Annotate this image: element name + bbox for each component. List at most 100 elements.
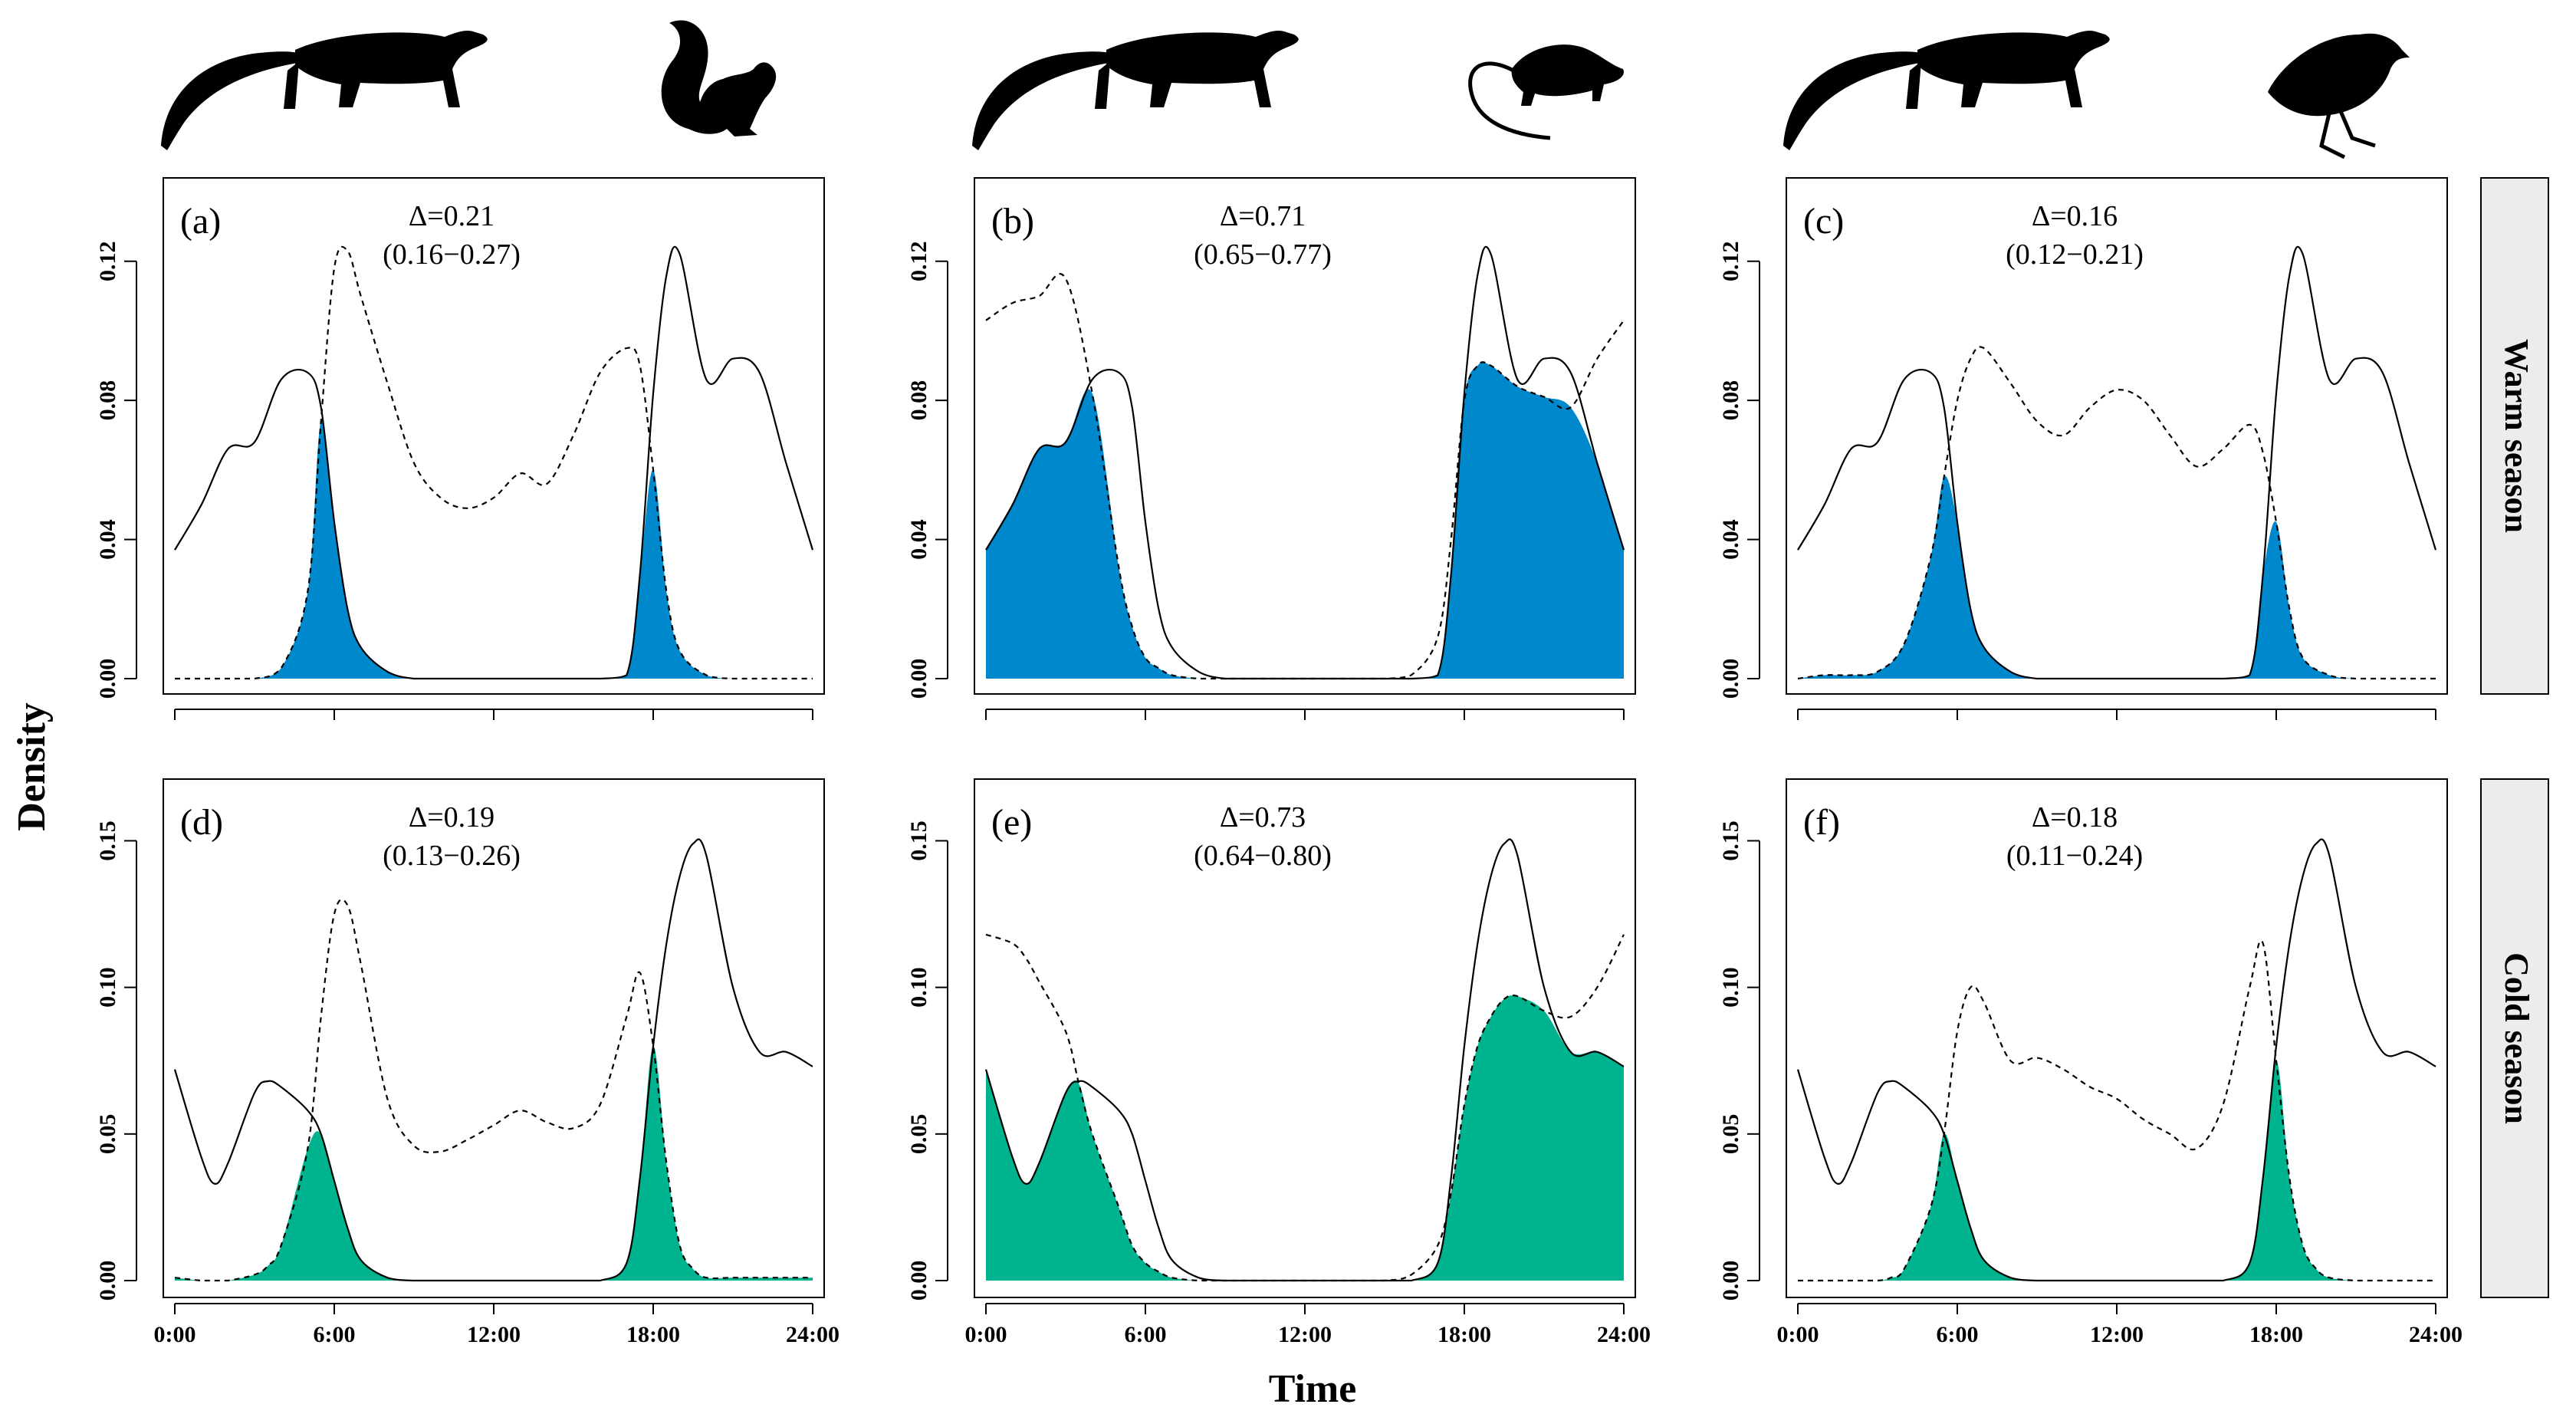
- rat-silhouette-icon: [1468, 44, 1624, 140]
- prey-density-curve: [1797, 346, 2436, 680]
- panel-letter: (f): [1803, 802, 1840, 843]
- season-strip: [2480, 778, 2549, 1298]
- y-tick-label: 0.10: [1718, 967, 1743, 1008]
- pheasant-silhouette-icon: [2268, 33, 2410, 159]
- overlap-estimate: Δ=0.71: [1220, 200, 1306, 232]
- y-tick-label: 0.05: [95, 1114, 120, 1155]
- panel-a: (a) Δ=0.21 (0.16−0.27) 0.00 0.04 0.08 0.12: [95, 177, 825, 720]
- x-tick-label: 12:00: [1278, 1322, 1332, 1347]
- civet-silhouette-icon: [161, 31, 488, 150]
- squirrel-silhouette-icon: [661, 20, 777, 136]
- plot-frame: [974, 177, 1636, 695]
- x-tick-label: 6:00: [314, 1322, 356, 1347]
- season-strip: [2480, 177, 2549, 695]
- plot-frame: [1786, 177, 2448, 695]
- x-tick-label: 12:00: [2090, 1322, 2144, 1347]
- overlap-ci: (0.12−0.21): [2006, 238, 2144, 271]
- civet-density-curve: [174, 245, 814, 680]
- overlap-ci: (0.16−0.27): [383, 238, 521, 271]
- panel-letter: (e): [991, 802, 1032, 843]
- y-tick-label: 0.15: [1718, 820, 1743, 861]
- x-tick-label: 0:00: [965, 1322, 1007, 1347]
- x-tick-label: 12:00: [467, 1322, 521, 1347]
- x-tick-label: 24:00: [786, 1322, 840, 1347]
- panel-c: (c) Δ=0.16 (0.12−0.21) 0.00 0.04 0.08 0.12: [1718, 177, 2448, 720]
- overlap-ci: (0.65−0.77): [1194, 238, 1332, 271]
- civet-silhouette-icon: [1783, 31, 2110, 150]
- y-tick-label: 0.08: [95, 380, 120, 421]
- civet-density-curve: [984, 838, 1625, 1282]
- y-tick-label: 0.10: [95, 967, 120, 1008]
- y-tick-label: 0.10: [906, 967, 932, 1008]
- y-axis-label: Density: [10, 702, 54, 831]
- civet-density-curve: [985, 245, 1625, 680]
- civet-silhouette-icon: [972, 31, 1299, 150]
- y-tick-label: 0.00: [906, 659, 932, 699]
- panel-letter: (d): [180, 802, 223, 843]
- prey-density-curve: [1797, 939, 2436, 1282]
- y-tick-label: 0.00: [95, 1261, 120, 1301]
- y-tick-label: 0.05: [906, 1114, 932, 1155]
- overlap-estimate: Δ=0.16: [2032, 200, 2118, 232]
- panel-f: (f) Δ=0.18 (0.11−0.24) 0.00 0.05 0.10 0.15 0:00…: [1718, 778, 2463, 1347]
- civet-density-curve: [1797, 245, 2437, 680]
- overlap-ci: (0.13−0.26): [383, 840, 521, 872]
- x-tick-label: 6:00: [1125, 1322, 1167, 1347]
- x-tick-label: 18:00: [2249, 1322, 2303, 1347]
- panel-e: (e) Δ=0.73 (0.64−0.80) 0.00 0.05 0.10 0.15 0:00…: [906, 778, 1651, 1347]
- plot-frame: [163, 177, 825, 695]
- y-tick-label: 0.08: [906, 380, 932, 421]
- season-strip-label: Warm season: [2498, 339, 2535, 533]
- prey-density-curve: [174, 898, 813, 1282]
- prey-density-curve: [174, 245, 813, 680]
- x-tick-label: 6:00: [1937, 1322, 1979, 1347]
- overlap-estimate: Δ=0.73: [1220, 801, 1306, 834]
- x-tick-label: 24:00: [1597, 1322, 1651, 1347]
- overlap-area: [986, 995, 1624, 1281]
- y-tick-label: 0.12: [95, 241, 120, 281]
- y-tick-label: 0.08: [1718, 380, 1743, 421]
- y-tick-label: 0.15: [95, 820, 120, 861]
- plot-frame: [1786, 778, 2448, 1298]
- overlap-ci: (0.11−0.24): [2006, 840, 2143, 872]
- overlap-ci: (0.64−0.80): [1194, 840, 1332, 872]
- y-tick-label: 0.04: [95, 519, 120, 560]
- y-tick-label: 0.00: [95, 659, 120, 699]
- y-tick-label: 0.00: [906, 1261, 932, 1301]
- overlap-estimate: Δ=0.19: [409, 801, 495, 834]
- panel-b: (b) Δ=0.71 (0.65−0.77) 0.00 0.04 0.08 0.12: [906, 177, 1636, 720]
- x-tick-label: 18:00: [626, 1322, 680, 1347]
- species-icons: [161, 20, 2410, 159]
- overlap-area: [175, 419, 813, 679]
- overlap-area: [1798, 475, 2436, 679]
- panel-letter: (b): [991, 201, 1034, 242]
- civet-density-curve: [1796, 838, 2436, 1282]
- panel-letter: (a): [180, 201, 221, 242]
- plot-frame: [974, 778, 1636, 1298]
- x-tick-label: 24:00: [2409, 1322, 2463, 1347]
- season-strip-label: Cold season: [2498, 952, 2535, 1124]
- overlap-estimate: Δ=0.18: [2032, 801, 2118, 834]
- y-tick-label: 0.00: [1718, 1261, 1743, 1301]
- y-tick-label: 0.05: [1718, 1114, 1743, 1155]
- overlap-estimate: Δ=0.21: [409, 200, 495, 232]
- overlap-area: [1798, 1060, 2436, 1281]
- x-tick-label: 0:00: [154, 1322, 196, 1347]
- y-tick-label: 0.12: [1718, 241, 1743, 281]
- panel-letter: (c): [1803, 201, 1844, 242]
- overlap-area: [175, 1046, 813, 1281]
- x-tick-label: 18:00: [1438, 1322, 1491, 1347]
- density-panels: (a) Δ=0.21 (0.16−0.27) 0.00 0.04 0.08 0.12 (b) Δ…: [95, 177, 2463, 1347]
- y-tick-label: 0.15: [906, 820, 932, 861]
- panel-d: (d) Δ=0.19 (0.13−0.26) 0.00 0.05 0.10 0.15 0:00…: [95, 778, 840, 1347]
- x-axis-label: Time: [1269, 1367, 1357, 1411]
- season-strips: Warm season Cold season: [2480, 177, 2549, 1298]
- y-tick-label: 0.00: [1718, 659, 1743, 699]
- overlap-area: [986, 362, 1624, 679]
- x-tick-label: 0:00: [1777, 1322, 1819, 1347]
- y-tick-label: 0.04: [906, 519, 932, 560]
- plot-frame: [163, 778, 825, 1298]
- y-tick-label: 0.04: [1718, 519, 1743, 560]
- civet-density-curve: [173, 838, 813, 1282]
